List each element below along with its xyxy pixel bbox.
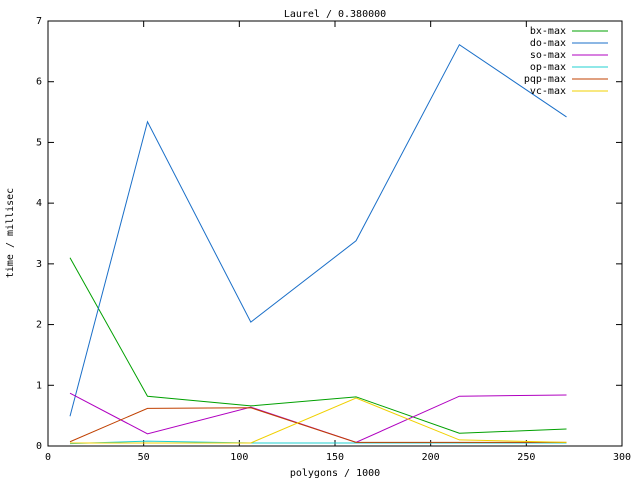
y-tick-label: 0 [36,441,42,452]
series-line [69,407,567,443]
y-tick-label: 5 [36,137,42,148]
legend-label: bx-max [530,26,566,37]
y-tick-label: 6 [36,77,42,88]
series-line [69,440,567,445]
x-tick-label: 0 [45,452,51,463]
x-axis-label: polygons / 1000 [290,468,380,479]
series-line [69,43,567,417]
chart-title: Laurel / 0.380000 [284,9,386,20]
y-axis-label: time / millisec [5,188,16,278]
legend-label: so-max [530,50,566,61]
series-line [70,397,567,444]
y-tick-label: 2 [36,320,42,331]
y-tick-label: 3 [36,259,42,270]
legend-label: op-max [530,62,566,73]
x-tick-label: 300 [613,452,631,463]
y-tick-label: 4 [36,198,42,209]
y-tick-label: 1 [36,380,42,391]
series-line [69,257,567,434]
y-tick-label: 7 [36,16,42,27]
legend-label: vc-max [530,86,566,97]
legend-label: pqp-max [524,74,566,85]
x-tick-label: 250 [517,452,535,463]
x-tick-label: 50 [138,452,150,463]
x-tick-label: 150 [326,452,344,463]
x-tick-label: 200 [422,452,440,463]
legend-label: do-max [530,38,566,49]
x-tick-label: 100 [230,452,248,463]
